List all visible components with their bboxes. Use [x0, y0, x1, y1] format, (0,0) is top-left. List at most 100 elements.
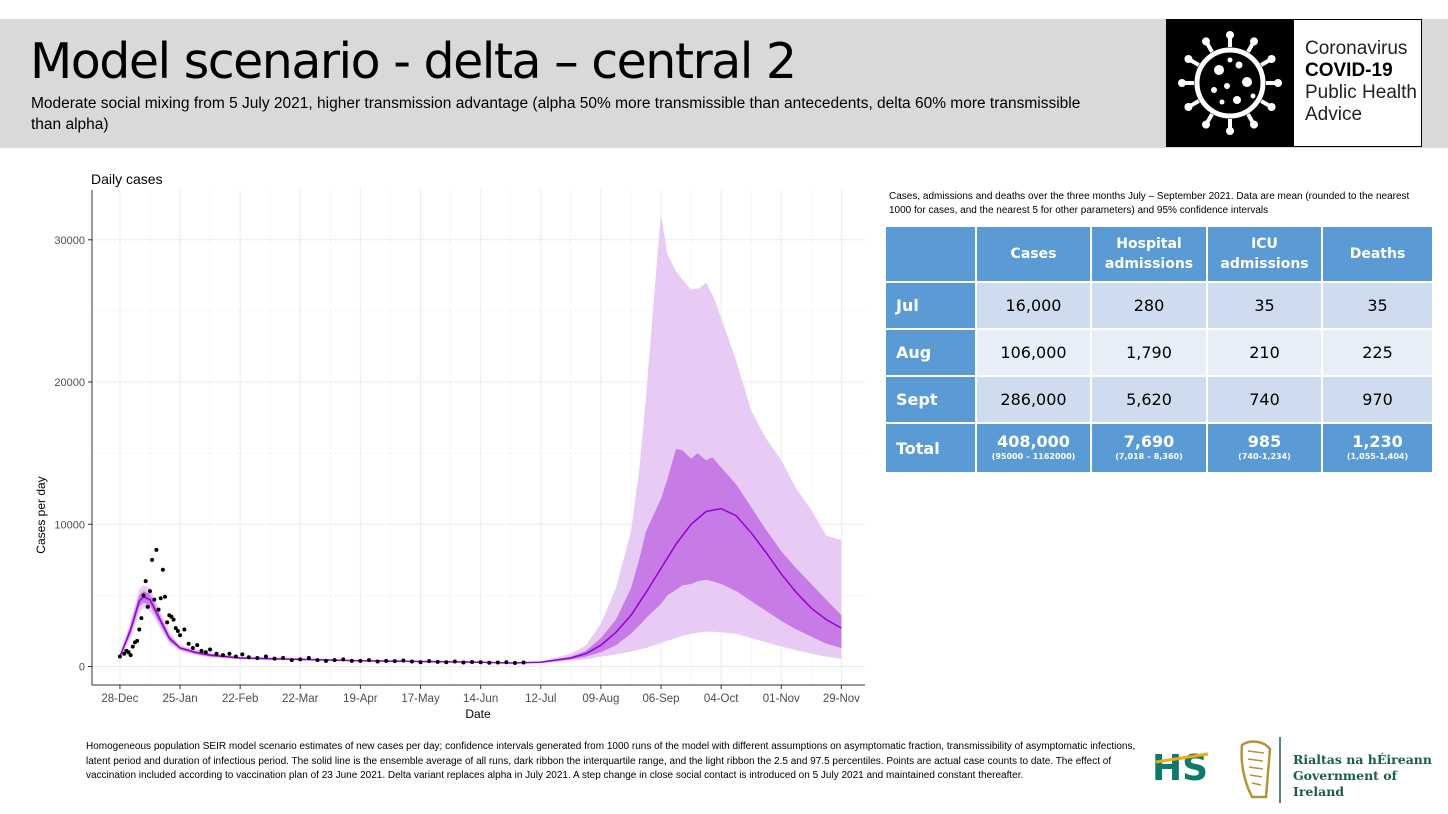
- data-point: [521, 660, 526, 665]
- table-cell: 35: [1206, 281, 1323, 330]
- summary-table: Cases Hospital admissions ICU admissions…: [884, 225, 1434, 474]
- data-point: [358, 658, 363, 663]
- data-point: [418, 660, 423, 665]
- row-label: Sept: [884, 375, 977, 424]
- x-tick-label: 22-Mar: [282, 693, 319, 705]
- data-point: [203, 650, 208, 655]
- row-label: Aug: [884, 328, 977, 377]
- harp-icon: [1240, 737, 1281, 803]
- daily-cases-chart: 0 10000 20000 30000 28-Dec 25-Jan 22-Feb 22-Mar…: [34, 171, 865, 721]
- table-header-cell: ICU admissions: [1206, 225, 1323, 283]
- data-point: [139, 616, 144, 621]
- y-tick-label: 0: [79, 662, 85, 674]
- table-cell: 1,230 (1,055-1,404): [1321, 422, 1434, 474]
- table-caption: Cases, admissions and deaths over the th…: [889, 191, 1410, 216]
- data-point: [178, 633, 183, 638]
- table-cell: 35: [1321, 281, 1434, 330]
- covid-advice-logo: Coronavirus COVID-19 Public Health Advic…: [1166, 19, 1422, 147]
- table-cell: 16,000: [975, 281, 1092, 330]
- table-cell: 210: [1206, 328, 1323, 377]
- data-point: [195, 643, 200, 648]
- data-point: [470, 659, 475, 664]
- page-subtitle: Moderate social mixing from 5 July 2021,…: [31, 95, 1081, 133]
- data-point: [366, 658, 371, 663]
- data-point: [154, 547, 159, 552]
- table-cell: 7,690 (7,018 – 8,360): [1090, 422, 1208, 474]
- data-point: [186, 641, 191, 646]
- data-point: [130, 644, 135, 649]
- data-point: [409, 659, 414, 664]
- data-point: [165, 620, 170, 625]
- chart-y-axis-label: Cases per day: [34, 476, 48, 553]
- row-label: Total: [884, 422, 977, 474]
- y-tick-label: 30000: [54, 235, 85, 247]
- y-tick-label: 20000: [54, 377, 85, 389]
- data-point: [117, 654, 122, 659]
- data-point: [392, 659, 397, 664]
- virus-icon: [1167, 20, 1294, 146]
- total-ci: (7,018 – 8,360): [1115, 452, 1183, 461]
- table-cell: 5,620: [1090, 375, 1208, 424]
- table-header-row: Cases Hospital admissions ICU admissions…: [884, 225, 1434, 283]
- table-header-cell: [884, 225, 977, 283]
- data-point: [444, 660, 449, 665]
- table-header-cell: Hospital admissions: [1090, 225, 1208, 283]
- data-point: [160, 567, 165, 572]
- data-point: [341, 657, 346, 662]
- y-tick-label: 10000: [54, 519, 85, 531]
- x-tick-label: 01-Nov: [763, 693, 800, 705]
- chart-observed-points: [117, 547, 526, 665]
- data-point: [487, 660, 492, 665]
- table-cell: 970: [1321, 375, 1434, 424]
- data-point: [208, 647, 213, 652]
- data-point: [272, 656, 277, 661]
- table-total-row: Total 408,000 (95000 – 1162000) 7,690 (7,0…: [884, 422, 1434, 474]
- table-cell: 408,000 (95000 – 1162000): [975, 422, 1092, 474]
- data-point: [461, 660, 466, 665]
- x-tick-label: 28-Dec: [101, 693, 138, 705]
- x-tick-label: 29-Nov: [823, 693, 860, 705]
- data-point: [332, 658, 337, 663]
- data-point: [135, 638, 140, 643]
- chart-title: Daily cases: [91, 171, 163, 187]
- total-ci: (740-1,234): [1238, 452, 1291, 461]
- page-title: Model scenario - delta – central 2: [30, 33, 797, 90]
- data-point: [240, 652, 245, 657]
- data-point: [141, 593, 146, 598]
- data-point: [126, 650, 131, 655]
- data-point: [427, 659, 432, 664]
- logo-line-1: Coronavirus: [1305, 38, 1408, 59]
- data-point: [324, 658, 329, 663]
- table-cell: 985 (740-1,234): [1206, 422, 1323, 474]
- logo-line-3: Public Health: [1305, 82, 1417, 103]
- data-point: [306, 655, 311, 660]
- row-label: Jul: [884, 281, 977, 330]
- chart-axes: 0 10000 20000 30000 28-Dec 25-Jan 22-Feb 22-Mar…: [54, 190, 865, 705]
- data-point: [227, 651, 232, 656]
- data-point: [246, 655, 251, 660]
- x-tick-label: 25-Jan: [162, 693, 197, 705]
- table-row: Jul 16,000 280 35 35: [884, 281, 1434, 330]
- mean-line: [119, 507, 842, 664]
- x-tick-label: 12-Jul: [525, 693, 556, 705]
- data-point: [281, 655, 286, 660]
- table-cell: 225: [1321, 328, 1434, 377]
- chart-ribbons: [119, 214, 842, 664]
- data-point: [435, 659, 440, 664]
- x-tick-label: 04-Oct: [704, 693, 739, 705]
- table-cell: 1,790: [1090, 328, 1208, 377]
- data-point: [143, 579, 148, 584]
- chart-mean-line: [119, 507, 842, 664]
- table-cell: 286,000: [975, 375, 1092, 424]
- total-ci: (1,055-1,404): [1346, 452, 1409, 461]
- data-point: [233, 654, 238, 659]
- data-point: [145, 604, 150, 609]
- data-point: [150, 557, 155, 562]
- gov-name-english: Government of Ireland: [1293, 768, 1398, 799]
- data-point: [349, 658, 354, 663]
- chart-x-axis-label: Date: [465, 707, 491, 721]
- data-point: [156, 607, 161, 612]
- total-value: 408,000: [997, 432, 1070, 451]
- total-value: 985: [1247, 432, 1282, 451]
- x-tick-label: 09-Aug: [582, 693, 619, 705]
